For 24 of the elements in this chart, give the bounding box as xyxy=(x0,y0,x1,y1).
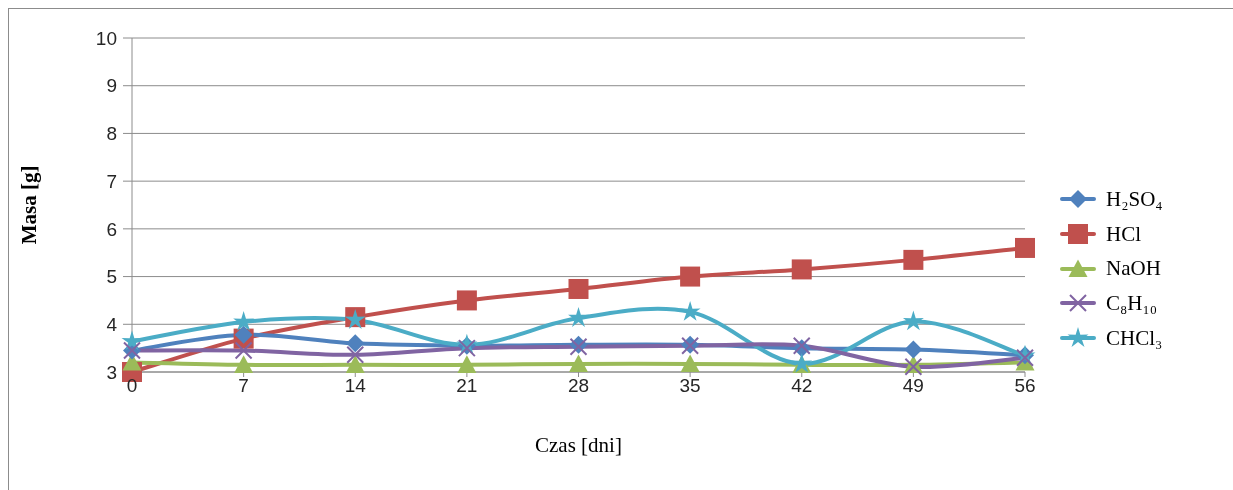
legend-label: C₈H₁₀ xyxy=(1106,290,1158,316)
x-tick-label: 42 xyxy=(791,375,813,397)
x-tick-label: 28 xyxy=(567,375,590,397)
legend-label: H₂SO₄ xyxy=(1106,186,1163,212)
y-tick-label: 8 xyxy=(106,123,117,145)
y-tick-label: 5 xyxy=(106,266,117,288)
x-tick-label: 14 xyxy=(344,375,367,397)
x-axis-title: Czas [dni] xyxy=(535,433,622,457)
x-tick-label: 21 xyxy=(456,375,478,397)
legend-label: CHCl₃ xyxy=(1106,325,1163,351)
y-tick-label: 3 xyxy=(106,361,117,383)
y-axis-title: Masa [g] xyxy=(17,165,42,245)
y-tick-label: 9 xyxy=(106,75,117,97)
x-tick-label: 56 xyxy=(1014,375,1036,397)
y-tick-label: 7 xyxy=(106,170,117,192)
y-tick-label: 6 xyxy=(106,218,117,240)
y-tick-label: 10 xyxy=(95,27,117,49)
y-tick-label: 4 xyxy=(106,314,118,336)
legend-label: NaOH xyxy=(1106,256,1161,282)
x-tick-label: 35 xyxy=(679,375,701,397)
legend-label: HCl xyxy=(1106,221,1142,247)
x-tick-label: 0 xyxy=(126,375,138,397)
x-tick-label: 49 xyxy=(902,375,924,397)
x-tick-label: 7 xyxy=(238,375,249,397)
